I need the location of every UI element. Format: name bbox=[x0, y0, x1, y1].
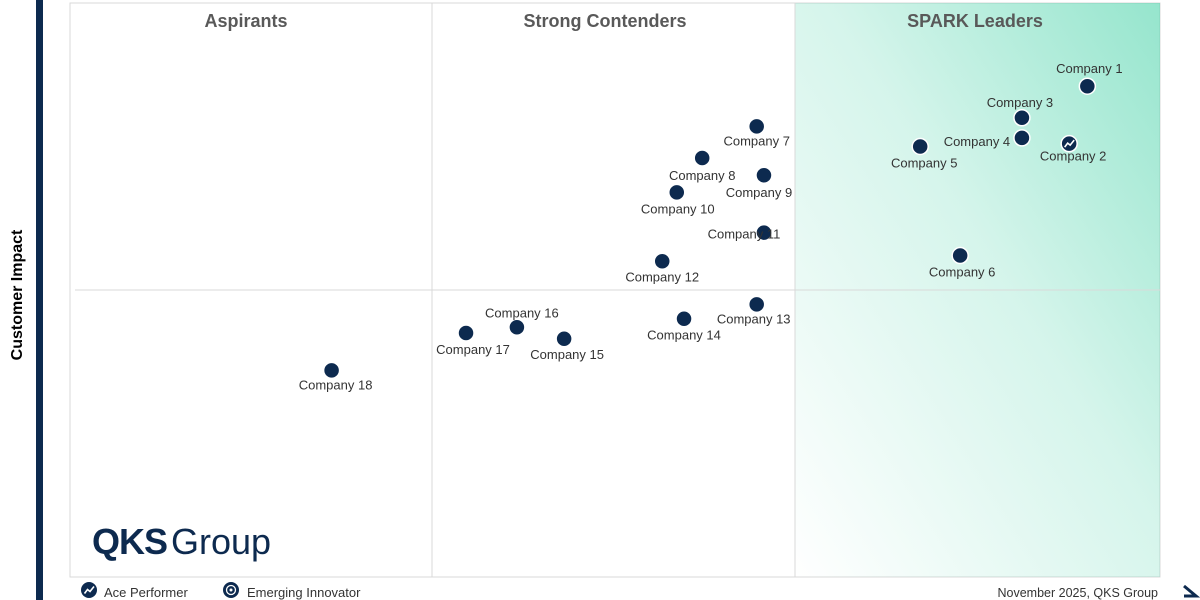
label-company-14: Company 14 bbox=[647, 328, 721, 343]
footer-date-source: November 2025, QKS Group bbox=[998, 586, 1159, 600]
point-company-1 bbox=[1078, 77, 1097, 95]
legend-emerging-innovator: Emerging Innovator bbox=[247, 585, 361, 600]
y-axis-label: Customer Impact bbox=[9, 229, 26, 360]
logo-name: Group bbox=[171, 521, 272, 562]
point-company-11 bbox=[755, 223, 773, 242]
point-company-5 bbox=[911, 137, 929, 156]
label-company-9: Company 9 bbox=[726, 185, 792, 200]
label-company-13: Company 13 bbox=[717, 311, 791, 326]
label-company-16: Company 16 bbox=[485, 305, 559, 320]
label-company-12: Company 12 bbox=[625, 269, 699, 284]
label-company-18: Company 18 bbox=[299, 377, 373, 392]
quadrant-title-aspirants: Aspirants bbox=[204, 11, 287, 31]
legend: Ace Performer Emerging Innovator bbox=[81, 582, 361, 600]
point-company-10 bbox=[668, 183, 686, 202]
point-company-9 bbox=[755, 166, 773, 184]
label-company-8: Company 8 bbox=[669, 168, 735, 183]
ace-performer-icon bbox=[81, 582, 97, 598]
point-company-16 bbox=[508, 318, 526, 337]
emerging-innovator-icon bbox=[223, 582, 239, 598]
point-company-14 bbox=[675, 309, 693, 328]
data-points: Company 1 Company 2 Company 3 Company 4 Comp… bbox=[299, 61, 1123, 392]
ace-marker-company-2 bbox=[1064, 139, 1075, 148]
point-company-3 bbox=[1013, 109, 1031, 127]
label-company-5: Company 5 bbox=[891, 156, 957, 171]
logo-mark: QKS bbox=[92, 521, 168, 562]
point-company-7 bbox=[747, 117, 766, 136]
label-company-17: Company 17 bbox=[436, 342, 510, 357]
point-company-15 bbox=[555, 330, 573, 348]
point-company-8 bbox=[693, 149, 711, 167]
label-company-3: Company 3 bbox=[987, 95, 1053, 110]
point-company-13 bbox=[747, 295, 766, 314]
label-company-2: Company 2 bbox=[1040, 149, 1106, 164]
qks-group-logo: QKS Group bbox=[92, 518, 271, 566]
point-company-18 bbox=[322, 361, 341, 380]
label-company-11: Company 11 bbox=[708, 227, 781, 242]
legend-ace-performer: Ace Performer bbox=[104, 585, 188, 600]
label-company-15: Company 15 bbox=[530, 347, 604, 362]
label-company-10: Company 10 bbox=[641, 201, 715, 216]
point-company-4 bbox=[1013, 129, 1031, 147]
quadrant-title-strong-contenders: Strong Contenders bbox=[523, 11, 686, 31]
label-company-6: Company 6 bbox=[929, 265, 995, 280]
point-company-6 bbox=[951, 246, 969, 265]
point-company-17 bbox=[457, 324, 475, 342]
label-company-1: Company 1 bbox=[1056, 61, 1122, 76]
corner-arrow-icon bbox=[1183, 584, 1200, 598]
y-axis-bar bbox=[36, 0, 43, 600]
point-company-12 bbox=[653, 252, 671, 271]
quadrant-title-spark-leaders: SPARK Leaders bbox=[907, 11, 1043, 31]
label-company-4: Company 4 bbox=[944, 134, 1010, 149]
label-company-7: Company 7 bbox=[723, 133, 789, 148]
